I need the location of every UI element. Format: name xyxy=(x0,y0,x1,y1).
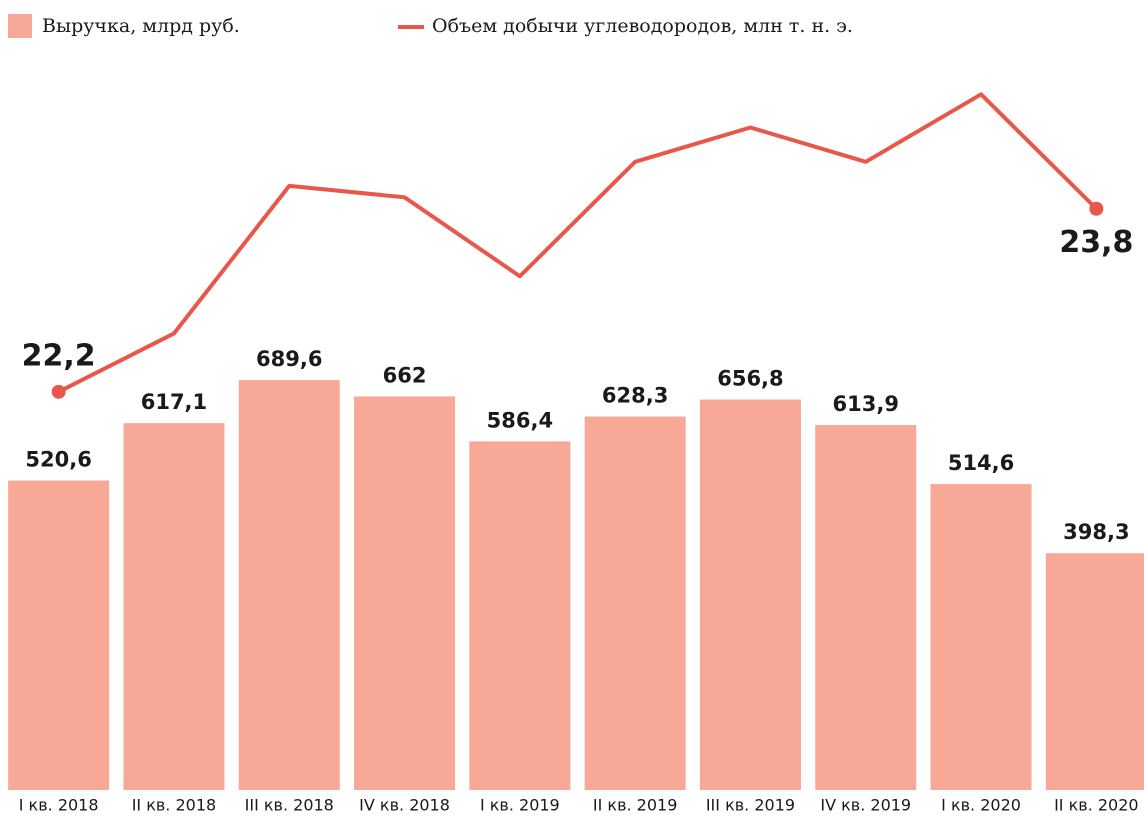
data-label: 514,6 xyxy=(948,451,1014,475)
bar xyxy=(123,423,225,790)
x-tick-label: III кв. 2018 xyxy=(245,796,334,815)
x-tick-label: III кв. 2019 xyxy=(706,796,795,815)
bar xyxy=(584,416,686,790)
x-tick-label: IV кв. 2018 xyxy=(359,796,450,815)
data-label: 613,9 xyxy=(833,392,899,416)
x-tick-label: IV кв. 2019 xyxy=(820,796,911,815)
bar xyxy=(8,480,110,790)
data-label: 617,1 xyxy=(141,390,207,414)
line-dot xyxy=(51,384,66,399)
bar xyxy=(1045,553,1144,790)
data-label: 586,4 xyxy=(487,408,553,432)
bar xyxy=(930,484,1032,790)
data-label: 398,3 xyxy=(1063,520,1129,544)
x-tick-label: II кв. 2018 xyxy=(132,796,217,815)
legend-label: Выручка, млрд руб. xyxy=(42,15,240,37)
data-label: 662 xyxy=(383,363,427,387)
bar xyxy=(354,396,456,790)
x-tick-label: I кв. 2019 xyxy=(480,796,560,815)
line-dot xyxy=(1089,201,1104,216)
line xyxy=(57,92,1098,394)
data-label: 656,8 xyxy=(717,367,783,391)
data-label: 520,6 xyxy=(25,448,91,472)
bar xyxy=(469,441,571,790)
data-label: 22,2 xyxy=(22,338,96,373)
x-tick-label: II кв. 2020 xyxy=(1054,796,1139,815)
legend-label: Объем добычи углеводородов, млн т. н. э. xyxy=(432,15,853,37)
data-label: 689,6 xyxy=(256,347,322,371)
x-tick-label: II кв. 2019 xyxy=(593,796,678,815)
data-label: 23,8 xyxy=(1059,225,1133,260)
x-tick-label: I кв. 2018 xyxy=(19,796,99,815)
x-tick-label: I кв. 2020 xyxy=(941,796,1021,815)
bar xyxy=(699,399,801,790)
bar xyxy=(815,425,917,790)
data-label: 628,3 xyxy=(602,383,668,407)
bar xyxy=(238,380,340,790)
legend-swatch-bars xyxy=(8,14,32,38)
